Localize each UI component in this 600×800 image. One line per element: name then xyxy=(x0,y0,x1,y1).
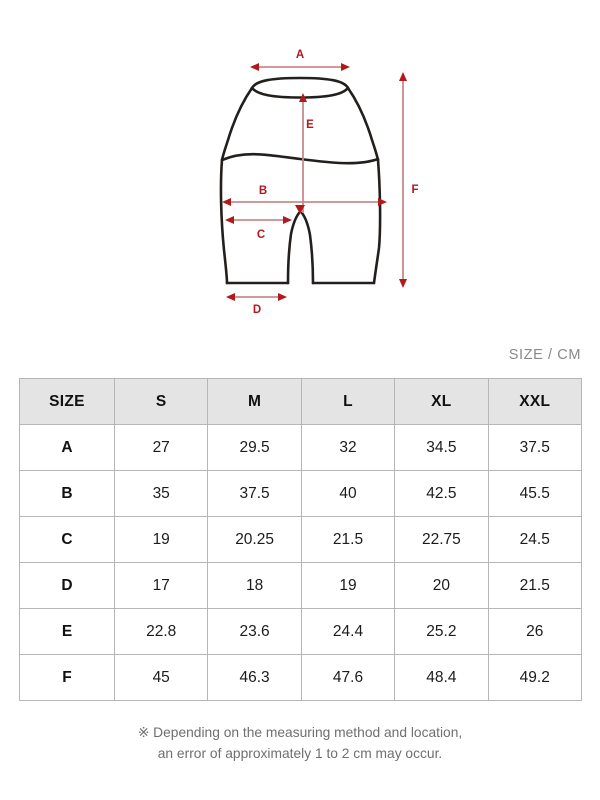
cell-b-xxl: 45.5 xyxy=(487,470,582,517)
garment-outline xyxy=(219,76,382,285)
cell-d-m: 18 xyxy=(207,562,302,609)
dimension-d: D xyxy=(226,293,287,316)
column-header-xl: XL xyxy=(394,378,489,425)
column-header-xxl: XXL xyxy=(487,378,582,425)
cell-a-l: 32 xyxy=(300,424,396,471)
crotch-point-arrow xyxy=(295,205,305,214)
dimension-f: F xyxy=(399,72,419,288)
unit-label: SIZE / CM xyxy=(508,347,581,363)
dimension-label-b: B xyxy=(259,185,267,197)
cell-f-m: 46.3 xyxy=(207,654,302,701)
cell-d-l: 19 xyxy=(300,562,396,609)
measurement-diagram-section: A E F B xyxy=(0,0,600,340)
cell-e-l: 24.4 xyxy=(300,608,396,655)
waistband-top-edge xyxy=(250,76,350,90)
cell-f-s: 45 xyxy=(113,654,209,701)
cell-d-xl: 20 xyxy=(394,562,489,609)
dimension-label-f: F xyxy=(411,184,418,196)
size-table-body: A 27 29.5 32 34.5 37.5 B 35 37.5 40 42.5… xyxy=(19,424,582,701)
waistband-right-edge xyxy=(346,86,380,162)
cell-b-xl: 42.5 xyxy=(394,470,489,517)
cell-e-xxl: 26 xyxy=(487,608,582,655)
size-table-header: SIZE S M L XL XXL xyxy=(19,378,582,425)
column-header-l: L xyxy=(300,378,396,425)
table-row: E 22.8 23.6 24.4 25.2 26 xyxy=(19,608,582,655)
dimension-c: C xyxy=(225,216,292,241)
measurement-disclaimer: ※ Depending on the measuring method and … xyxy=(0,722,600,765)
cell-d-xxl: 21.5 xyxy=(487,562,582,609)
cell-e-s: 22.8 xyxy=(113,608,209,655)
left-leg-outer-edge xyxy=(219,158,229,285)
cell-f-xxl: 49.2 xyxy=(487,654,582,701)
table-row: A 27 29.5 32 34.5 37.5 xyxy=(19,424,582,471)
cell-d-s: 17 xyxy=(113,562,209,609)
table-row: C 19 20.25 21.5 22.75 24.5 xyxy=(19,516,582,563)
left-leg-inseam xyxy=(286,211,301,285)
row-label-b: B xyxy=(19,470,115,517)
cell-e-m: 23.6 xyxy=(207,608,302,655)
size-table-container: SIZE S M L XL XXL A 27 29.5 32 34.5 37.5… xyxy=(19,378,582,701)
cell-a-s: 27 xyxy=(113,424,209,471)
column-header-m: M xyxy=(207,378,302,425)
biker-shorts-measurement-diagram: A E F B xyxy=(219,49,419,316)
cell-b-l: 40 xyxy=(300,470,396,517)
dimension-label-e: E xyxy=(306,119,314,131)
row-label-c: C xyxy=(19,516,115,563)
cell-c-s: 19 xyxy=(113,516,209,563)
table-row: D 17 18 19 20 21.5 xyxy=(19,562,582,609)
table-row: F 45 46.3 47.6 48.4 49.2 xyxy=(19,654,582,701)
column-header-size: SIZE xyxy=(19,378,115,425)
row-label-a: A xyxy=(19,424,115,471)
waistband-top-inner-edge xyxy=(250,86,350,99)
dimension-b: B xyxy=(222,185,387,206)
disclaimer-line-1: ※ Depending on the measuring method and … xyxy=(137,725,463,740)
row-label-f: F xyxy=(19,654,115,701)
dimension-lines: A E F B xyxy=(222,49,419,316)
cell-e-xl: 25.2 xyxy=(394,608,489,655)
size-table: SIZE S M L XL XXL A 27 29.5 32 34.5 37.5… xyxy=(19,378,582,701)
dimension-label-c: C xyxy=(257,229,265,241)
cell-a-m: 29.5 xyxy=(207,424,302,471)
cell-c-l: 21.5 xyxy=(300,516,396,563)
column-header-s: S xyxy=(113,378,209,425)
cell-f-l: 47.6 xyxy=(300,654,396,701)
cell-a-xxl: 37.5 xyxy=(487,424,582,471)
row-label-d: D xyxy=(19,562,115,609)
dimension-a: A xyxy=(250,49,350,71)
cell-b-m: 37.5 xyxy=(207,470,302,517)
cell-c-m: 20.25 xyxy=(207,516,302,563)
cell-c-xxl: 24.5 xyxy=(487,516,582,563)
right-leg-outer-edge xyxy=(372,158,382,285)
dimension-label-a: A xyxy=(296,49,304,61)
table-header-row: SIZE S M L XL XXL xyxy=(19,378,582,425)
row-label-e: E xyxy=(19,608,115,655)
cell-f-xl: 48.4 xyxy=(394,654,489,701)
dimension-e: E xyxy=(299,93,314,213)
cell-a-xl: 34.5 xyxy=(394,424,489,471)
disclaimer-line-2: an error of approximately 1 to 2 cm may … xyxy=(157,746,443,762)
waistband-yoke-seam xyxy=(220,152,380,165)
cell-c-xl: 22.75 xyxy=(394,516,489,563)
cell-b-s: 35 xyxy=(113,470,209,517)
waistband-left-edge xyxy=(220,86,254,162)
right-leg-inseam xyxy=(300,211,315,285)
table-row: B 35 37.5 40 42.5 45.5 xyxy=(19,470,582,517)
dimension-label-d: D xyxy=(253,304,261,316)
